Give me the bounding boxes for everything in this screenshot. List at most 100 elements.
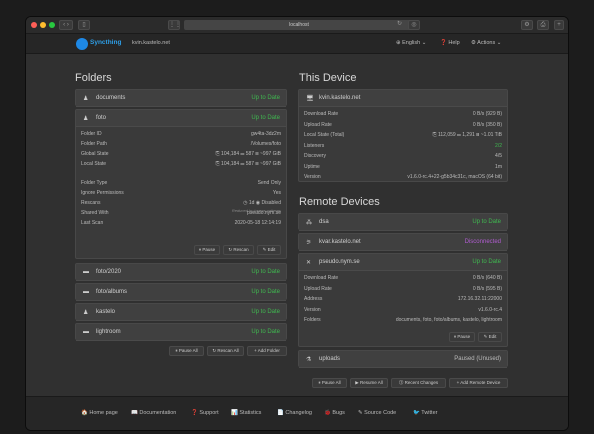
remote-device-pseudo[interactable]: ✕ pseudo.nym.se Up to Date Download Rate… <box>298 253 508 347</box>
sidebar-icon[interactable]: ▯ <box>78 20 90 30</box>
detail-label: Listeners <box>304 142 325 149</box>
detail-row: Upload Rate 0 B/s (595 B) <box>304 284 502 294</box>
detail-row: Rescans ◷ 1d ◉ Disabled <box>81 198 281 208</box>
folder-icon: ▬ <box>83 329 89 335</box>
detail-label: Version <box>304 174 321 180</box>
user-icon: ♟ <box>83 116 89 122</box>
edit-folder-button[interactable]: ✎ Edit <box>257 245 281 255</box>
folders-heading: Folders <box>75 72 112 84</box>
folder-name: lightroom <box>96 329 121 335</box>
detail-row: Address 172.16.32.11:22000 <box>304 294 502 304</box>
user-icon: ♟ <box>83 96 89 102</box>
recent-changes-button[interactable]: ⓵ Recent Changes <box>391 378 446 388</box>
folder-name: kastelo <box>96 309 116 315</box>
footer-link-documentation[interactable]: 📖 Documentation <box>131 410 177 416</box>
detail-row: Local State ⎘ 104,184 ▭ 587 ⊟ ~997 GiB <box>81 159 281 169</box>
folder-documents[interactable]: ♟ documents Up to Date <box>75 89 287 107</box>
address-bar[interactable]: localhost <box>184 20 414 30</box>
reload-icon[interactable]: ↻ <box>396 21 403 27</box>
detail-value: v1.6.0-rc.4 <box>478 306 502 313</box>
detail-value: v1.6.0-rc.4+22-g5b34c31c, macOS (64 bit) <box>407 174 502 180</box>
settings-icon[interactable]: ⚙ <box>521 20 533 30</box>
edit-device-button[interactable]: ✎ Edit <box>478 332 502 342</box>
folder-foto-albums[interactable]: ▬ foto/albums Up to Date <box>75 283 287 301</box>
folder-kastelo[interactable]: ♟ kastelo Up to Date <box>75 303 287 321</box>
detail-row: Folder Type Send Only <box>81 178 281 188</box>
footer-link-home[interactable]: 🏠 Home page <box>81 410 118 416</box>
folder-status: Up to Date <box>251 269 280 275</box>
remote-device-kvar[interactable]: ⚞ kvar.kastelo.net Disconnected <box>298 233 508 251</box>
top-navbar: Syncthing kvin.kastelo.net ⊕ English ⌄ ❓… <box>26 34 568 54</box>
footer-link-bugs[interactable]: 🐞 Bugs <box>324 410 345 416</box>
folder-status: Up to Date <box>251 309 280 315</box>
pause-all-folders-button[interactable]: ⏸ Pause All <box>169 346 204 356</box>
detail-row: Uptime 1m <box>304 162 502 172</box>
detail-label: Folder ID <box>81 131 102 137</box>
detail-label: Download Rate <box>304 275 339 281</box>
rescan-all-button[interactable]: ↻ Rescan All <box>207 346 244 356</box>
pause-all-devices-button[interactable]: ⏸ Pause All <box>312 378 347 388</box>
detail-row: Shared With pseudo.nym.se <box>81 208 281 218</box>
footer-link-statistics[interactable]: 📊 Statistics <box>231 410 262 416</box>
add-folder-button[interactable]: + Add Folder <box>247 346 287 356</box>
pause-folder-button[interactable]: ⏸ Pause <box>194 245 220 255</box>
language-menu[interactable]: ⊕ English ⌄ <box>396 40 427 46</box>
folder-foto-2020[interactable]: ▬ foto/2020 Up to Date <box>75 263 287 281</box>
resume-all-button[interactable]: ▶ Resume All <box>350 378 388 388</box>
folder-foto[interactable]: ♟ foto Up to Date Folder ID gw4ta-3dz2m Fo… <box>75 109 287 259</box>
extension-icon[interactable]: ◎ <box>408 20 420 30</box>
rescan-folder-button[interactable]: ↻ Rescan <box>223 245 254 255</box>
device-identicon-icon: ✕ <box>306 260 312 266</box>
folder-lightroom[interactable]: ▬ lightroom Up to Date <box>75 323 287 341</box>
detail-label: Local State <box>81 161 107 167</box>
footer-link-twitter[interactable]: 🐦 Twitter <box>413 410 438 416</box>
brand-name[interactable]: Syncthing <box>90 39 122 46</box>
detail-row: Folder ID gw4ta-3dz2m <box>81 129 281 139</box>
detail-value: pseudo.nym.se <box>247 210 281 216</box>
detail-label: Address <box>304 296 323 302</box>
detail-value: 4/5 <box>495 153 502 159</box>
help-menu[interactable]: ❓ Help <box>440 40 460 46</box>
detail-row: Download Rate 0 B/s (929 B) <box>304 109 502 119</box>
detail-value: 2/2 <box>495 142 502 149</box>
device-name: pseudo.nym.se <box>319 259 360 265</box>
device-status: Up to Date <box>472 259 501 265</box>
detail-row: Version v1.6.0-rc.4 <box>304 305 502 315</box>
folder-name: foto/albums <box>96 289 128 295</box>
actions-menu[interactable]: ⚙ Actions ⌄ <box>471 40 502 46</box>
detail-row: Last Scan 2020-05-18 12:14:19 <box>81 218 281 228</box>
browser-chrome: ‹ › ▯ ⋮⋮ localhost ↻ ◎ ⚙ ⎙ + <box>26 17 568 34</box>
detail-label: Version <box>304 306 321 313</box>
footer-link-changelog[interactable]: 📄 Changelog <box>277 410 312 416</box>
maximize-window-icon[interactable] <box>49 22 55 28</box>
share-icon[interactable]: ⎙ <box>537 20 549 30</box>
back-forward-icon[interactable]: ‹ › <box>59 20 73 30</box>
detail-row: Ignore Permissions Yes <box>81 188 281 198</box>
device-name: kvar.kastelo.net <box>319 239 361 245</box>
device-status: Up to Date <box>472 219 501 225</box>
folder-name: documents <box>96 95 126 101</box>
remote-device-uploads[interactable]: ⚗ uploads Paused (Unused) <box>298 350 508 368</box>
detail-row: Folders documents, foto, foto/albums, kas… <box>304 315 502 325</box>
pause-device-button[interactable]: ⏸ Pause <box>449 332 475 342</box>
detail-value: gw4ta-3dz2m <box>250 131 281 137</box>
grid-icon[interactable]: ⋮⋮ <box>168 20 181 30</box>
folder-status: Up to Date <box>251 289 280 295</box>
detail-value: 2020-05-18 12:14:19 <box>234 220 281 226</box>
folder-icon: ▬ <box>83 269 89 275</box>
remote-device-dsa[interactable]: ⁂ dsa Up to Date <box>298 213 508 231</box>
footer-link-source-code[interactable]: ✎ Source Code <box>358 410 397 416</box>
close-window-icon[interactable] <box>31 22 37 28</box>
detail-row: Discovery 4/5 <box>304 151 502 161</box>
detail-value: 1m <box>495 163 502 170</box>
new-tab-icon[interactable]: + <box>554 20 564 30</box>
minimize-window-icon[interactable] <box>40 22 46 28</box>
footer-link-support[interactable]: ❓ Support <box>191 410 219 416</box>
detail-label: Folder Type <box>81 180 108 186</box>
detail-value: ⎘ 104,184 ▭ 587 ⊟ ~997 GiB <box>215 161 281 167</box>
ignore-patterns-note: Reduced by ignore patterns <box>231 208 281 213</box>
detail-value: /Volumes/foto <box>250 141 281 147</box>
device-status: Disconnected <box>464 239 501 245</box>
add-remote-device-button[interactable]: + Add Remote Device <box>449 378 508 388</box>
detail-row: Folder Path/Volumes/foto <box>81 139 281 149</box>
